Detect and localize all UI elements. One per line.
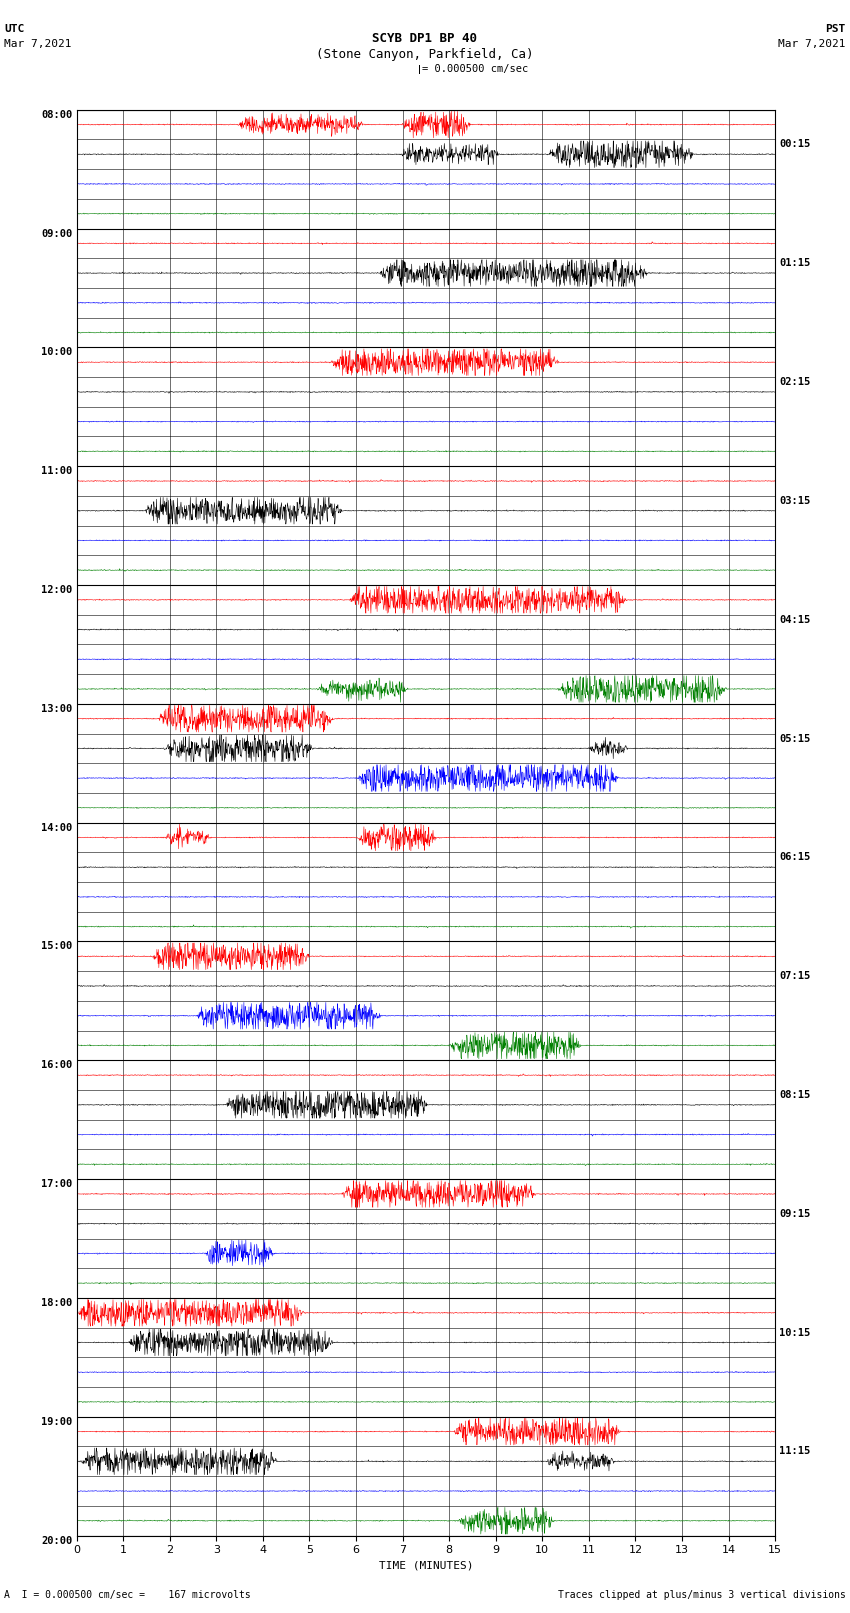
Text: 05:15: 05:15 [779, 734, 811, 744]
Text: 15:00: 15:00 [41, 942, 72, 952]
Text: 14:00: 14:00 [41, 823, 72, 832]
Text: 11:00: 11:00 [41, 466, 72, 476]
Text: 08:15: 08:15 [779, 1090, 811, 1100]
Text: 00:15: 00:15 [779, 139, 811, 150]
Text: (Stone Canyon, Parkfield, Ca): (Stone Canyon, Parkfield, Ca) [316, 48, 534, 61]
Text: 17:00: 17:00 [41, 1179, 72, 1189]
Text: 16:00: 16:00 [41, 1060, 72, 1071]
Text: = 0.000500 cm/sec: = 0.000500 cm/sec [422, 65, 529, 74]
Text: SCYB DP1 BP 40: SCYB DP1 BP 40 [372, 32, 478, 45]
Text: 19:00: 19:00 [41, 1416, 72, 1428]
Text: 04:15: 04:15 [779, 615, 811, 624]
Text: 18:00: 18:00 [41, 1298, 72, 1308]
Text: 12:00: 12:00 [41, 586, 72, 595]
Text: 11:15: 11:15 [779, 1447, 811, 1457]
Text: 01:15: 01:15 [779, 258, 811, 268]
Text: 02:15: 02:15 [779, 377, 811, 387]
Text: UTC: UTC [4, 24, 25, 34]
Text: Mar 7,2021: Mar 7,2021 [4, 39, 71, 48]
Text: PST: PST [825, 24, 846, 34]
Text: 09:15: 09:15 [779, 1208, 811, 1219]
Text: 06:15: 06:15 [779, 852, 811, 863]
X-axis label: TIME (MINUTES): TIME (MINUTES) [378, 1561, 473, 1571]
Text: 13:00: 13:00 [41, 703, 72, 715]
Text: 08:00: 08:00 [41, 110, 72, 119]
Text: Mar 7,2021: Mar 7,2021 [779, 39, 846, 48]
Text: A  I = 0.000500 cm/sec =    167 microvolts: A I = 0.000500 cm/sec = 167 microvolts [4, 1590, 251, 1600]
Text: 09:00: 09:00 [41, 229, 72, 239]
Text: 03:15: 03:15 [779, 495, 811, 506]
Text: 20:00: 20:00 [41, 1536, 72, 1545]
Text: 10:15: 10:15 [779, 1327, 811, 1337]
Text: 10:00: 10:00 [41, 347, 72, 358]
Text: 07:15: 07:15 [779, 971, 811, 981]
Text: Traces clipped at plus/minus 3 vertical divisions: Traces clipped at plus/minus 3 vertical … [558, 1590, 846, 1600]
